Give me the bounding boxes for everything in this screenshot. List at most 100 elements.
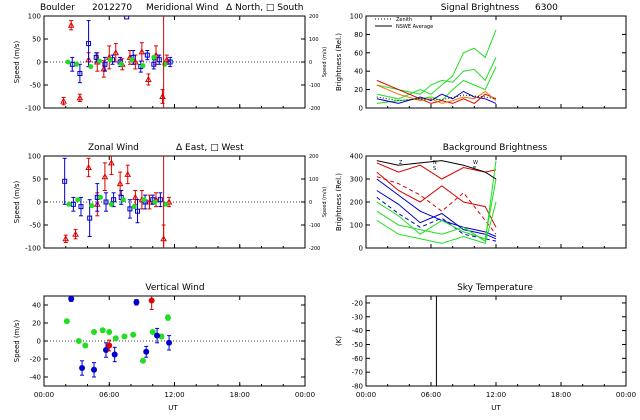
background-series-blue-3 <box>376 196 497 242</box>
signal-ytick-label: 80 <box>354 31 363 39</box>
vertical-point <box>82 342 89 349</box>
vertical-point <box>111 351 118 358</box>
meridional-ytick-label: -50 <box>30 82 41 90</box>
meridional-rtick-label: -200 <box>309 106 320 112</box>
zonal-square-point <box>103 199 109 205</box>
zonal-square-point <box>111 197 117 203</box>
vertical-point <box>130 331 137 338</box>
vertical-point <box>154 332 161 339</box>
meridional-rtick-label: 100 <box>309 37 319 43</box>
background-title: Background Brightness <box>443 143 548 153</box>
signal-series-green-1 <box>376 57 497 95</box>
zonal-square-point <box>135 208 141 214</box>
meridional-point <box>107 57 113 63</box>
background-ylabel: Brightness (Rel.) <box>335 173 343 231</box>
signal-ytick-label: 60 <box>354 49 363 57</box>
vertical-ytick-label: 40 <box>32 302 41 310</box>
meridional-triangle-point <box>138 48 146 55</box>
sky-xtick-label: 18:00 <box>551 391 571 399</box>
zonal-triangle-point <box>72 230 79 237</box>
vertical-point <box>91 366 98 373</box>
meridional-title: Meridional Wind <box>146 3 218 13</box>
vertical-point <box>112 335 119 342</box>
zonal-point <box>66 201 72 207</box>
zonal-point <box>152 199 158 205</box>
zonal-point <box>131 204 137 210</box>
vertical-point <box>91 329 98 335</box>
vertical-ytick-label: 0 <box>37 338 41 346</box>
zonal-point <box>98 194 104 200</box>
zonal-rtick-label: 100 <box>309 177 319 183</box>
zonal-rtick-label: 200 <box>309 154 319 160</box>
vertical-point <box>121 333 128 340</box>
meridional-triangle-point <box>145 75 152 82</box>
signal-title: Signal Brightness <box>441 3 520 13</box>
vertical-point <box>68 296 75 302</box>
x-axis-label-left: UT <box>168 404 178 412</box>
zonal-point <box>89 203 95 209</box>
meridional-triangle-point <box>67 21 75 28</box>
zonal-ytick-label: -100 <box>25 245 41 253</box>
vertical-ylabel: Speed (m/s) <box>13 320 21 363</box>
vertical-ytick-label: -40 <box>30 374 41 382</box>
meridional-point <box>140 63 146 69</box>
zonal-point <box>75 197 81 203</box>
sky-ylabel: (K) <box>335 336 343 346</box>
sky-ytick-label: -20 <box>352 299 363 307</box>
background-series-green-2 <box>376 160 497 242</box>
vertical-point <box>164 314 171 321</box>
signal-chart: 0 20 40 60 80 100 Brightness (Rel.) <box>335 13 627 113</box>
meridional-square-point <box>86 41 92 47</box>
meridional-triangle-point <box>60 97 67 104</box>
sky-chart: 00:00 06:00 12:00 18:00 00:00-80-70-60-50-40… <box>335 295 636 399</box>
signal-ylabel: Brightness (Rel.) <box>335 33 343 91</box>
zonal-triangle-point <box>62 235 70 242</box>
meridional-triangle-point <box>132 58 139 65</box>
meridional-point <box>65 59 71 65</box>
meridional-ytick-label: 100 <box>28 13 41 21</box>
meridional-point <box>96 58 102 64</box>
zonal-ylabel: Speed (m/s) <box>13 181 21 224</box>
signal-data <box>376 29 497 104</box>
zonal-ytick-label: -50 <box>30 222 41 230</box>
vertical-point <box>79 365 86 371</box>
meridional-point <box>88 64 94 70</box>
meridional-triangle-point <box>112 49 120 56</box>
vertical-point <box>75 338 82 344</box>
vertical-point <box>63 318 70 325</box>
vertical-point <box>148 297 155 304</box>
vertical-data <box>63 296 173 378</box>
vertical-point <box>102 347 109 353</box>
zonal-point <box>108 201 114 207</box>
vertical-xtick-label: 12:00 <box>164 391 184 399</box>
background-series-black-1 <box>376 160 497 180</box>
sky-xtick-label: 00:00 <box>616 391 636 399</box>
sky-ytick-label: -30 <box>352 313 363 321</box>
meridional-point <box>118 61 124 67</box>
meridional-square-point <box>156 57 162 63</box>
zonal-title-extra: Δ East, □ West <box>176 143 244 153</box>
sky-xtick-label: 12:00 <box>486 391 506 399</box>
zonal-square-point <box>127 206 133 212</box>
sky-xtick-label: 06:00 <box>421 391 441 399</box>
vertical-xtick-label: 00:00 <box>295 391 315 399</box>
zonal-rtick-label: 0 <box>309 200 312 206</box>
background-series-red-3 <box>376 176 497 235</box>
vertical-point <box>149 329 156 335</box>
zonal-point <box>120 197 126 203</box>
zonal-rtick-label: -200 <box>309 246 320 252</box>
background-data <box>376 160 497 245</box>
signal-ytick-label: 40 <box>354 68 363 76</box>
signal-legend-avg: NSWE Average <box>396 24 433 30</box>
zonal-point <box>163 201 169 207</box>
signal-series-orange <box>376 84 497 104</box>
meridional-triangle-point <box>163 56 171 63</box>
meridional-point <box>74 61 80 67</box>
meridional-ytick-label: -100 <box>25 105 41 113</box>
zonal-square-point <box>78 204 84 210</box>
zonal-triangle-point <box>165 198 173 205</box>
bg-key-s: S <box>433 166 436 172</box>
meridional-square-point <box>77 71 83 76</box>
vertical-chart: 00:00 06:00 12:00 18:00 00:00 -40 -20 0 20 40 Spee… <box>13 295 315 399</box>
